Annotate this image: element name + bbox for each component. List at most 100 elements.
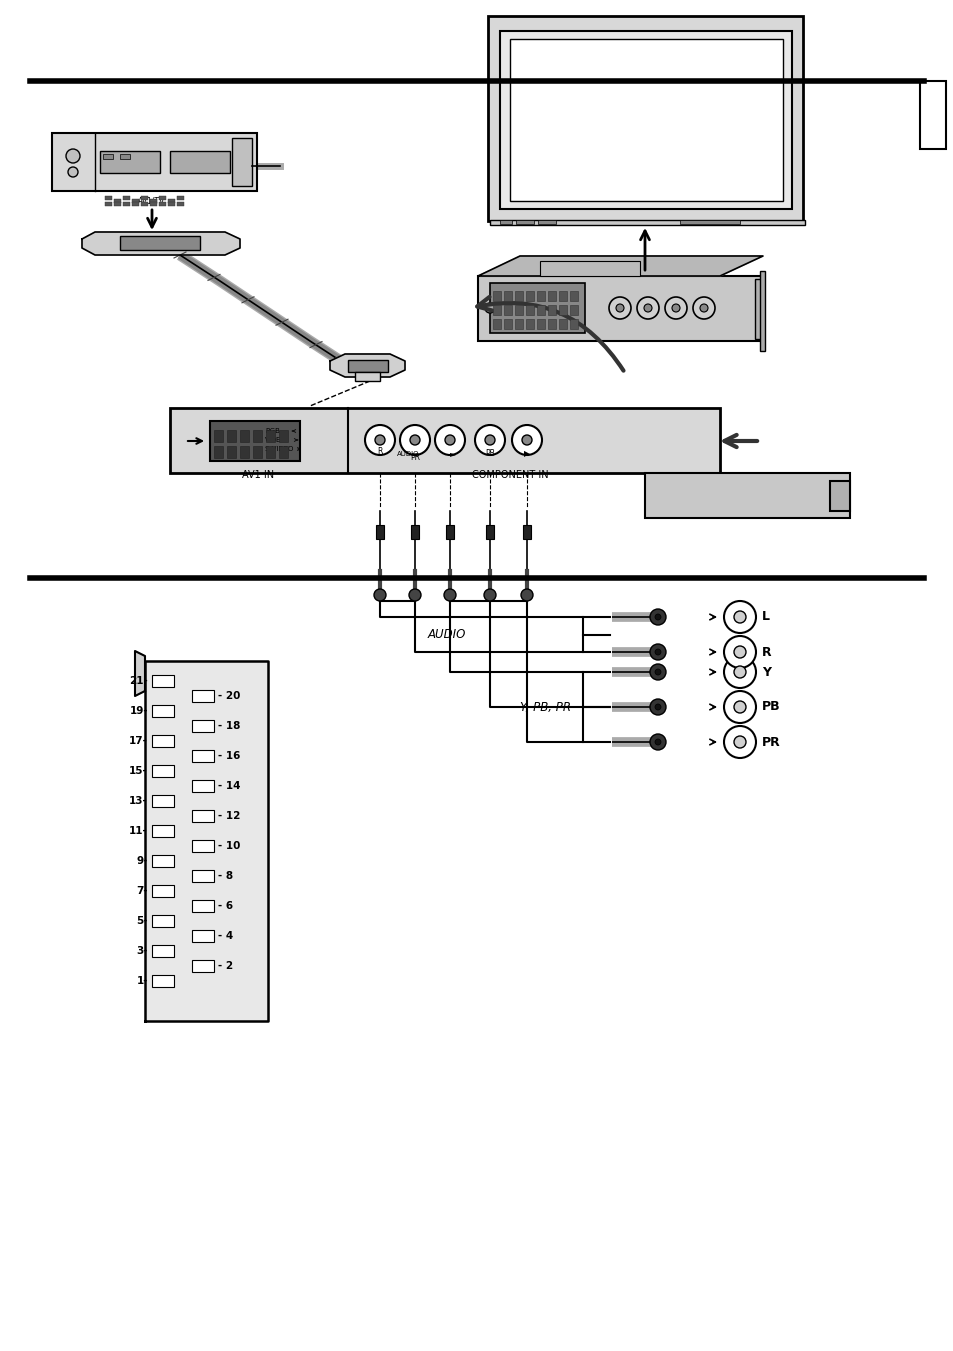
Text: 3-: 3-	[136, 946, 148, 957]
Bar	[170, 408, 720, 473]
Bar	[152, 975, 173, 988]
Text: S VIDEO: S VIDEO	[265, 446, 294, 453]
Bar	[547, 319, 556, 330]
Bar	[192, 900, 213, 912]
Text: 17-: 17-	[129, 736, 148, 746]
Bar	[278, 446, 288, 458]
Bar	[120, 154, 130, 159]
Bar	[477, 276, 762, 340]
Circle shape	[655, 613, 660, 620]
Text: - 8: - 8	[218, 871, 233, 881]
Bar	[152, 885, 173, 897]
Bar	[159, 203, 166, 205]
Text: VIDEO: VIDEO	[265, 436, 287, 443]
Bar	[192, 780, 213, 792]
Bar	[919, 81, 945, 149]
Bar	[503, 290, 512, 301]
Bar	[488, 16, 802, 222]
Circle shape	[649, 609, 665, 626]
Bar	[192, 811, 213, 821]
Bar	[105, 203, 112, 205]
Bar	[515, 305, 522, 315]
Bar	[375, 526, 384, 539]
Bar	[499, 31, 791, 209]
Bar	[547, 305, 556, 315]
Circle shape	[521, 435, 532, 444]
Bar	[227, 430, 235, 442]
Circle shape	[512, 426, 541, 455]
Text: ▶: ▶	[523, 449, 529, 458]
Bar	[493, 290, 500, 301]
Bar	[411, 526, 418, 539]
Text: 7-: 7-	[136, 886, 148, 896]
Circle shape	[68, 168, 78, 177]
Bar	[132, 199, 139, 203]
Text: - 14: - 14	[218, 781, 240, 790]
Text: PB: PB	[761, 701, 780, 713]
Bar	[152, 676, 173, 688]
Bar	[170, 151, 230, 173]
Text: R: R	[761, 646, 771, 658]
Bar	[348, 359, 388, 372]
Bar	[569, 290, 578, 301]
Circle shape	[616, 304, 623, 312]
Bar	[503, 319, 512, 330]
Text: 21-: 21-	[129, 676, 148, 686]
Bar	[493, 319, 500, 330]
Circle shape	[643, 304, 651, 312]
Bar	[499, 220, 512, 224]
Circle shape	[66, 149, 80, 163]
Text: AUDIO-: AUDIO-	[397, 451, 422, 457]
Bar	[192, 870, 213, 882]
Text: - 20: - 20	[218, 690, 240, 701]
Polygon shape	[145, 661, 268, 1021]
Text: 1-: 1-	[136, 975, 148, 986]
Bar	[141, 196, 148, 200]
Bar	[253, 446, 262, 458]
Bar	[537, 220, 556, 224]
Circle shape	[637, 297, 659, 319]
Bar	[490, 282, 584, 332]
Text: 5-: 5-	[136, 916, 148, 925]
Bar	[525, 290, 534, 301]
Circle shape	[692, 297, 714, 319]
Bar	[547, 290, 556, 301]
Circle shape	[655, 669, 660, 676]
Bar	[515, 319, 522, 330]
Bar	[569, 305, 578, 315]
Bar	[192, 750, 213, 762]
Bar	[754, 280, 762, 339]
Bar	[525, 305, 534, 315]
Circle shape	[733, 666, 745, 678]
Text: RGB: RGB	[265, 428, 279, 434]
Bar	[569, 319, 578, 330]
Bar	[177, 196, 184, 200]
Circle shape	[671, 304, 679, 312]
Circle shape	[723, 690, 755, 723]
Bar	[510, 39, 782, 201]
Circle shape	[700, 304, 707, 312]
Circle shape	[723, 725, 755, 758]
Bar	[240, 430, 249, 442]
Circle shape	[484, 303, 495, 313]
Bar	[232, 138, 252, 186]
Bar	[103, 154, 112, 159]
Text: AV1 IN: AV1 IN	[242, 470, 274, 480]
Polygon shape	[135, 651, 145, 696]
Circle shape	[409, 589, 420, 601]
Circle shape	[733, 701, 745, 713]
Bar	[760, 272, 764, 351]
Text: ►: ►	[449, 449, 456, 458]
Circle shape	[723, 601, 755, 634]
Bar	[123, 196, 130, 200]
Text: AV1/TV: AV1/TV	[138, 197, 166, 205]
Text: - 10: - 10	[218, 842, 240, 851]
Bar	[152, 794, 173, 807]
Circle shape	[723, 657, 755, 688]
Bar	[168, 199, 174, 203]
Text: 11-: 11-	[129, 825, 148, 836]
Circle shape	[365, 426, 395, 455]
Bar	[537, 319, 544, 330]
Text: R: R	[377, 447, 382, 457]
Circle shape	[655, 739, 660, 744]
